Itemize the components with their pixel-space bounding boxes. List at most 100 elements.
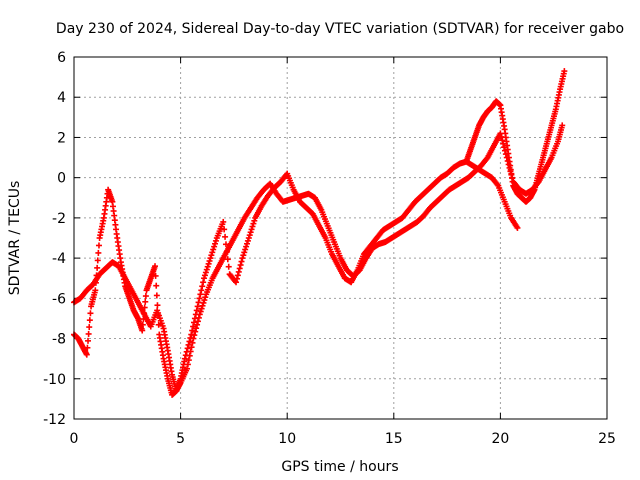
y-axis-label: SDTVAR / TECUs	[7, 181, 23, 296]
data-point	[152, 263, 159, 270]
data-point	[183, 348, 190, 355]
data-point	[212, 240, 219, 247]
data-point	[141, 304, 148, 311]
data-point	[185, 357, 192, 364]
data-point	[209, 249, 216, 256]
data-point	[559, 122, 566, 129]
data-point	[185, 341, 192, 348]
y-tick-label: 2	[57, 130, 66, 146]
data-point	[153, 282, 160, 289]
data-point	[222, 233, 229, 240]
data-point	[139, 327, 146, 334]
data-point	[188, 344, 195, 351]
data-point	[239, 255, 246, 262]
data-point	[189, 339, 196, 346]
y-tick-label: -2	[52, 211, 66, 227]
data-point	[92, 287, 99, 294]
data-point	[182, 352, 189, 359]
data-point	[247, 229, 254, 236]
data-point	[87, 310, 94, 317]
data-point	[95, 242, 102, 249]
data-point	[233, 279, 240, 286]
data-point	[155, 321, 162, 328]
data-point	[139, 321, 146, 328]
data-point	[207, 255, 214, 262]
data-point	[142, 293, 149, 300]
data-point	[208, 252, 215, 259]
data-point	[199, 283, 206, 290]
data-point	[193, 325, 200, 332]
data-point	[191, 315, 198, 322]
y-tick-label: -10	[43, 372, 66, 388]
data-point	[220, 218, 227, 225]
x-tick-label: 5	[176, 431, 185, 447]
data-point	[243, 240, 250, 247]
x-tick-label: 10	[278, 431, 296, 447]
data-point	[189, 327, 196, 334]
data-point	[202, 269, 209, 276]
data-point	[184, 345, 191, 352]
data-point	[242, 246, 249, 253]
data-point	[201, 275, 208, 282]
x-tick-label: 0	[70, 431, 79, 447]
data-point	[251, 217, 258, 224]
data-point	[201, 272, 208, 279]
data-point	[153, 292, 160, 299]
data-point	[186, 338, 193, 345]
plot-frame	[73, 56, 608, 420]
data-point	[192, 328, 199, 335]
data-point	[245, 235, 252, 241]
data-point	[494, 181, 501, 188]
data-point	[243, 243, 250, 250]
data-point	[142, 298, 149, 305]
data-point	[234, 272, 241, 279]
data-point	[94, 257, 101, 264]
data-point	[194, 318, 201, 325]
data-point	[235, 268, 242, 275]
data-point	[193, 307, 200, 314]
data-point	[561, 68, 568, 75]
data-point	[499, 137, 506, 144]
y-tick-label: -6	[52, 291, 66, 307]
data-point	[154, 302, 161, 309]
data-point	[196, 295, 203, 302]
data-point	[210, 246, 217, 253]
data-point	[86, 324, 93, 331]
data-point	[221, 226, 228, 233]
x-axis-label: GPS time / hours	[281, 459, 398, 475]
series-3	[463, 68, 568, 205]
data-point	[141, 310, 148, 317]
y-tick-label: -4	[52, 251, 66, 267]
y-tick-label: -12	[43, 412, 66, 428]
data-point	[197, 308, 204, 315]
data-point	[94, 264, 101, 271]
data-point	[194, 303, 201, 310]
data-point	[194, 321, 201, 328]
data-point	[197, 291, 204, 298]
data-point	[501, 144, 508, 151]
x-tick-labels: 0 5 10 15 20 25	[70, 431, 616, 447]
data-point	[248, 226, 255, 233]
data-point	[205, 260, 212, 267]
data-point	[201, 297, 208, 304]
data-point	[236, 265, 243, 272]
data-point	[203, 266, 210, 273]
data-point	[222, 241, 229, 248]
data-point	[195, 299, 202, 306]
data-point	[84, 344, 91, 351]
data-point	[240, 252, 247, 259]
y-tick-label: 4	[57, 90, 66, 106]
data-point	[188, 331, 195, 338]
y-tick-label: -8	[52, 332, 66, 348]
data-point	[500, 140, 507, 147]
data-point	[198, 287, 205, 294]
data-point	[212, 237, 219, 244]
data-point	[83, 351, 90, 358]
data-point	[183, 365, 190, 372]
data-point	[85, 337, 92, 344]
y-tick-label: 6	[57, 50, 66, 66]
data-point	[237, 262, 244, 269]
x-tick-label: 25	[598, 431, 616, 447]
